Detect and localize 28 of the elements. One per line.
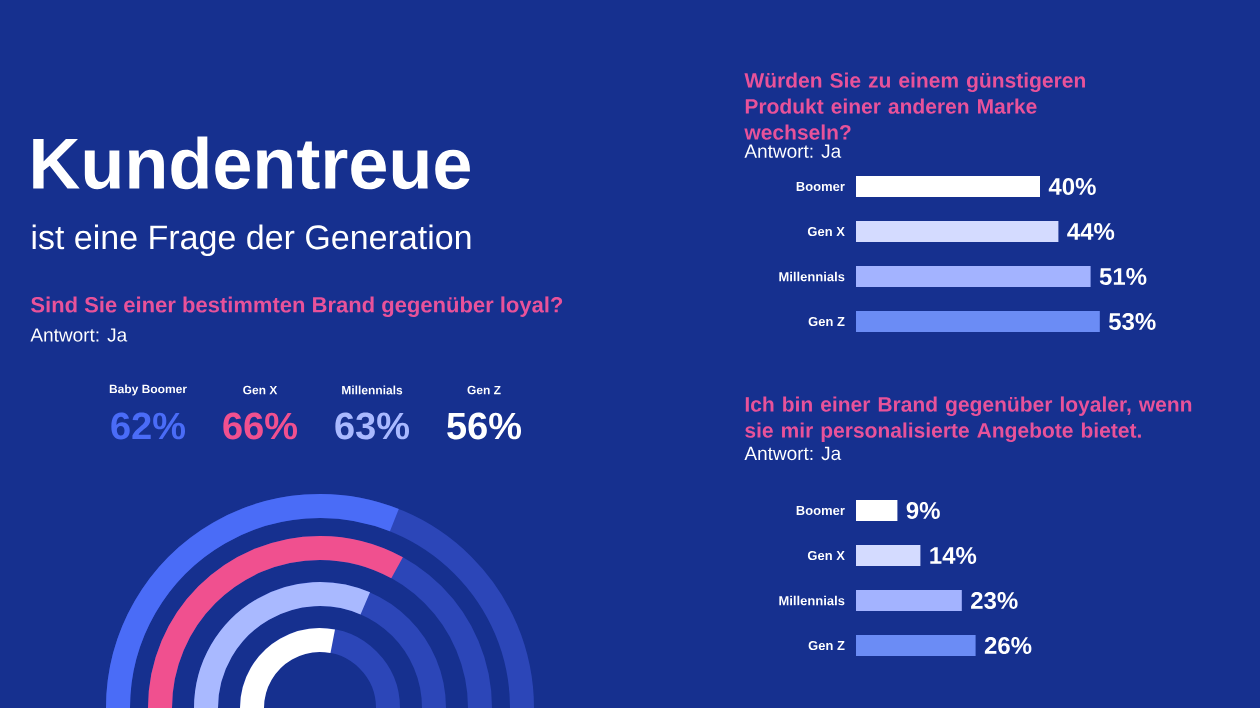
data-label: 40% [1048,178,1096,195]
bar [856,221,1059,242]
bar [856,266,1091,287]
data-label: 26% [984,637,1032,654]
text: Antwort: Ja [30,328,128,342]
bar [856,500,898,522]
data-label: 53% [1108,313,1156,331]
chart-title: Ich bin einer Brand gegenüber loyaler, wenn sie mir personalisierte Angebote bietet. [745,396,1192,443]
data-label: 14% [930,547,977,564]
chart-subtitle: Antwort: Ja [744,144,842,158]
chart-title: Würden Sie zu einem günstigeren Produkt einer anderen Marke wechseln? [744,72,1085,140]
data-label: 56% [447,412,522,440]
data-label: 51% [1099,268,1147,285]
text: ist eine Frage der Generation [32,224,471,257]
data-label: 9% [906,502,940,519]
text: Sind Sie einer bestimmten Brand gegenüber loyal? [31,296,563,318]
text: Kundentreue [33,136,470,190]
chart-subtitle: Antwort: Ja [744,446,842,461]
bar [856,545,921,566]
data-label: 23% [971,592,1018,610]
bar [856,311,1100,332]
bar [856,590,962,611]
data-label: 66% [223,412,298,440]
bar [856,635,976,657]
data-label: 44% [1067,223,1115,240]
bar [856,176,1040,197]
data-label: 63% [335,412,410,440]
data-label: 62% [111,412,186,440]
